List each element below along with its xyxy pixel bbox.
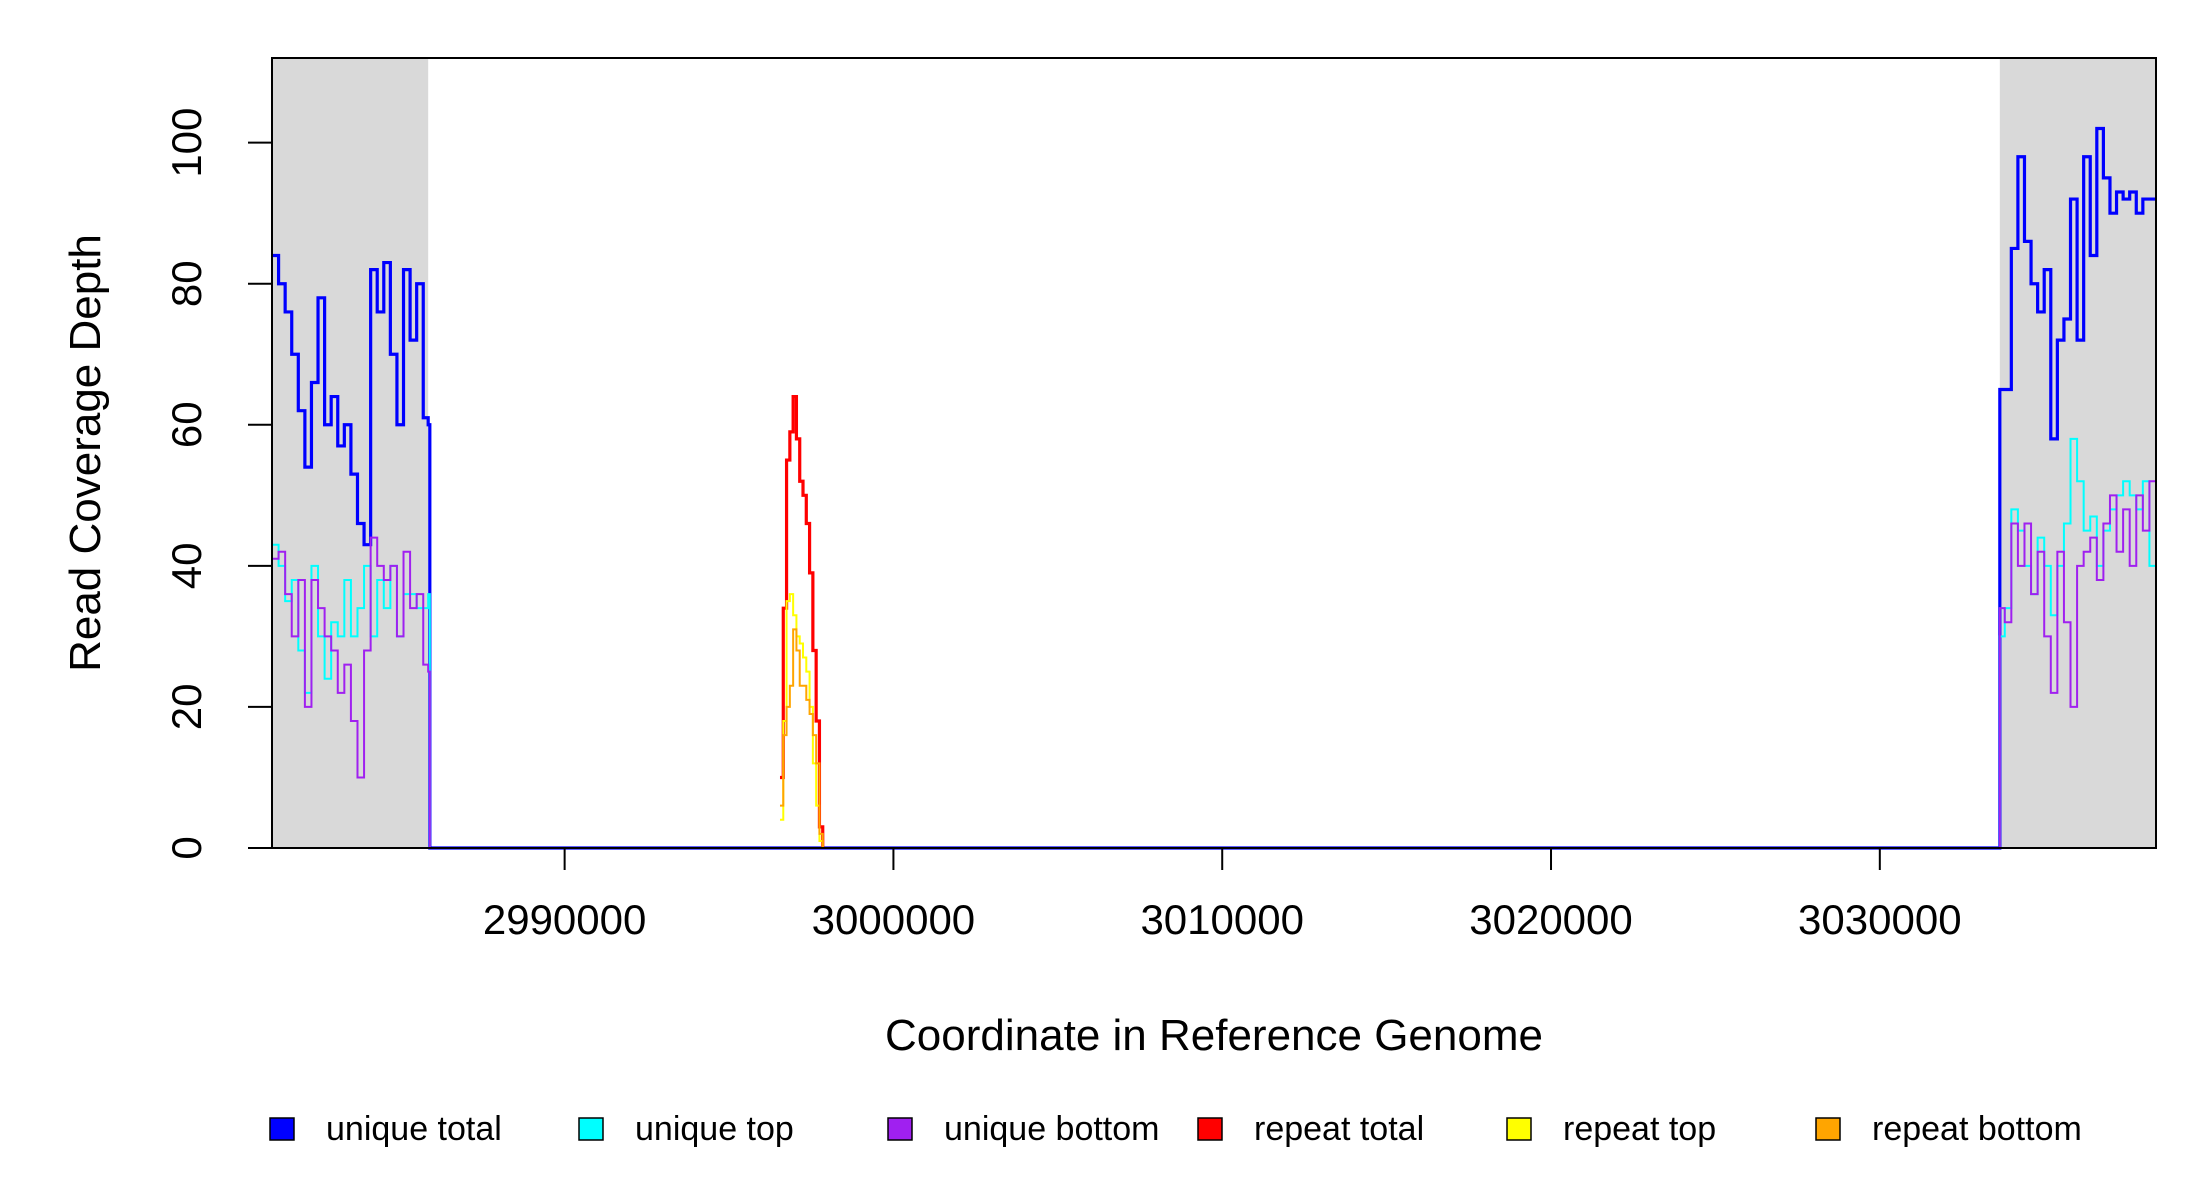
legend-label-repeat-total: repeat total bbox=[1254, 1110, 1424, 1148]
legend: unique total unique top unique bottom repea… bbox=[269, 1110, 2082, 1148]
legend-label-repeat-top: repeat top bbox=[1563, 1110, 1716, 1148]
y-tick-label: 60 bbox=[163, 401, 210, 448]
y-tick-label: 20 bbox=[163, 684, 210, 731]
y-axis-title: Read Coverage Depth bbox=[61, 234, 110, 672]
series-line-repeat-bottom bbox=[779, 628, 824, 848]
series-line-repeat-top bbox=[779, 593, 824, 848]
series-line-repeat-total bbox=[779, 394, 825, 848]
legend-swatch-repeat-bottom bbox=[1815, 1117, 1841, 1141]
x-axis-title: Coordinate in Reference Genome bbox=[885, 1011, 1543, 1060]
y-axis: 0 20 40 60 80 100 bbox=[163, 108, 273, 860]
legend-label-unique-top: unique top bbox=[635, 1110, 794, 1148]
y-tick-label: 40 bbox=[163, 542, 210, 589]
legend-label-unique-bottom: unique bottom bbox=[944, 1110, 1160, 1148]
y-tick-label: 100 bbox=[163, 108, 210, 178]
y-tick-label: 80 bbox=[163, 260, 210, 307]
legend-label-repeat-bottom: repeat bottom bbox=[1872, 1110, 2082, 1148]
legend-swatch-repeat-total bbox=[1197, 1117, 1223, 1141]
x-axis: 2990000 3000000 3010000 3020000 3030000 bbox=[483, 848, 1962, 943]
y-tick-label: 0 bbox=[163, 836, 210, 859]
x-tick-label: 3020000 bbox=[1469, 896, 1633, 943]
x-tick-label: 3030000 bbox=[1798, 896, 1962, 943]
x-tick-label: 3010000 bbox=[1140, 896, 1304, 943]
x-tick-label: 2990000 bbox=[483, 896, 647, 943]
legend-label-unique-total: unique total bbox=[326, 1110, 502, 1148]
legend-swatch-unique-total bbox=[269, 1117, 295, 1141]
series-lines bbox=[272, 126, 2157, 850]
legend-swatch-repeat-top bbox=[1506, 1117, 1532, 1141]
legend-swatch-unique-top bbox=[578, 1117, 604, 1141]
x-tick-label: 3000000 bbox=[812, 896, 976, 943]
legend-swatch-unique-bottom bbox=[887, 1117, 913, 1141]
